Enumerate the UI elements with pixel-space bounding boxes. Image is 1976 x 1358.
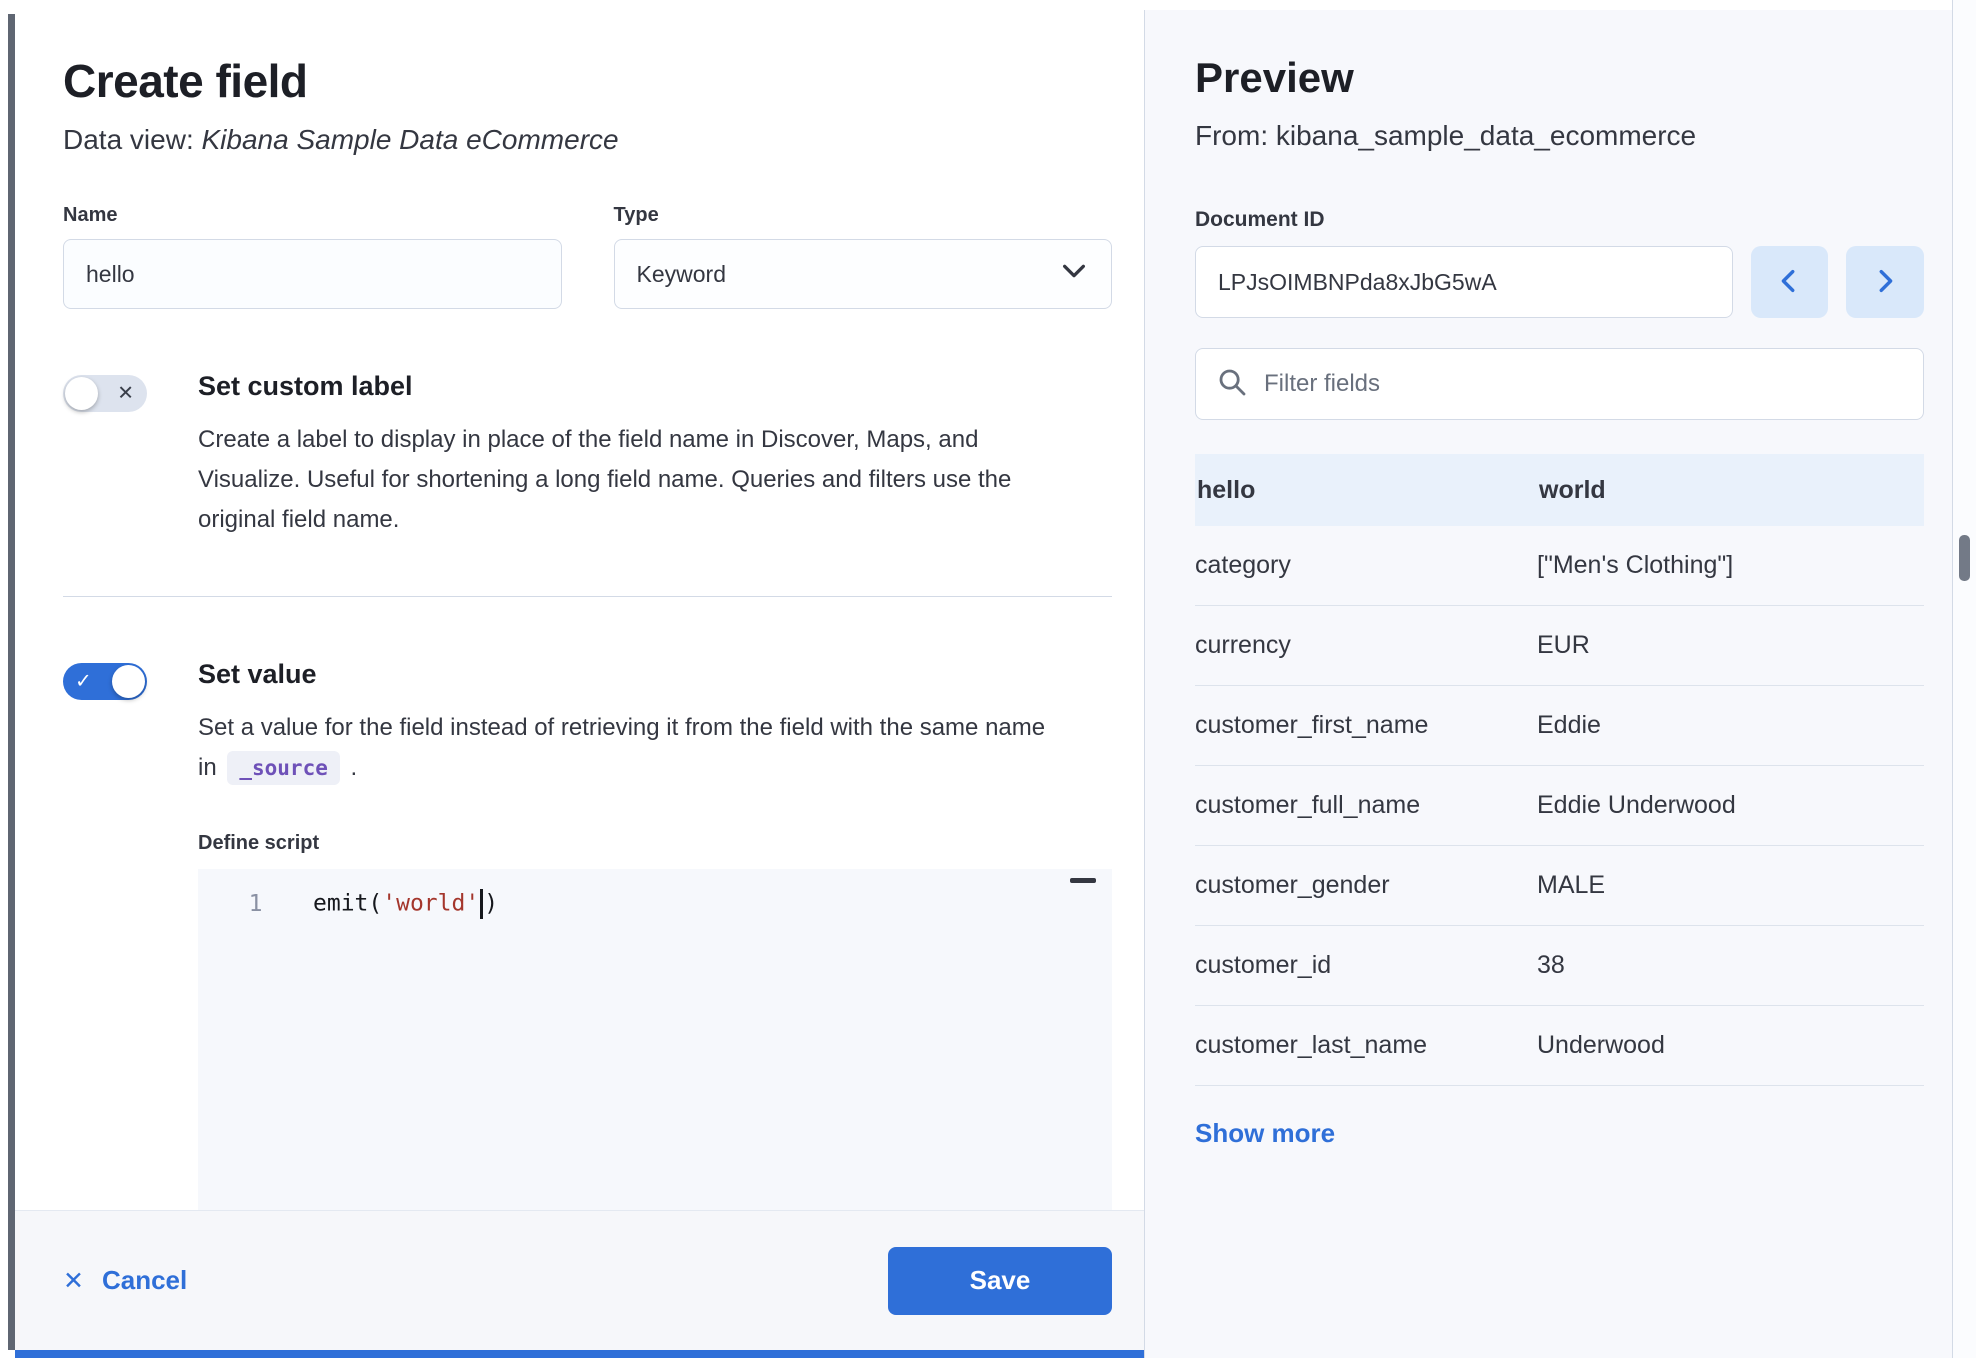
code-after: ) xyxy=(484,890,499,917)
toggle-knob xyxy=(65,377,98,410)
pinned-field-value: world xyxy=(1539,475,1606,504)
check-icon: ✓ xyxy=(75,670,92,693)
custom-label-toggle-col: ✕ xyxy=(63,371,198,540)
field-name: currency xyxy=(1195,631,1291,659)
set-value-section: ✓ Set value Set a value for the field in… xyxy=(63,659,1112,788)
field-name: customer_gender xyxy=(1195,871,1390,899)
table-row: customer_full_name Eddie Underwood xyxy=(1195,766,1924,846)
editor-line: 1 emit('world') xyxy=(198,869,1112,919)
close-icon: ✕ xyxy=(63,1266,84,1295)
document-id-input[interactable] xyxy=(1195,246,1733,318)
field-value: ["Men's Clothing"] xyxy=(1537,551,1734,579)
custom-label-title: Set custom label xyxy=(198,371,413,401)
filter-fields-input[interactable] xyxy=(1262,369,1903,399)
toggle-knob xyxy=(112,665,145,698)
set-value-toggle[interactable]: ✓ xyxy=(63,663,147,700)
code-string: 'world' xyxy=(382,890,480,917)
name-type-row: Name Type Keyword xyxy=(63,204,1112,309)
data-view-prefix: Data view: xyxy=(63,124,202,155)
name-input[interactable] xyxy=(63,239,562,309)
section-divider xyxy=(63,596,1112,597)
document-id-row xyxy=(1195,246,1924,318)
type-select[interactable]: Keyword xyxy=(613,239,1112,309)
table-row: customer_last_name Underwood xyxy=(1195,1006,1924,1086)
field-value: EUR xyxy=(1537,631,1590,659)
filter-fields-box xyxy=(1195,348,1924,420)
custom-label-section: ✕ Set custom label Create a label to dis… xyxy=(63,371,1112,540)
name-label: Name xyxy=(63,204,118,226)
set-value-desc-after: . xyxy=(343,754,358,781)
table-row: customer_first_name Eddie xyxy=(1195,686,1924,766)
pinned-field-name: hello xyxy=(1197,475,1256,504)
type-select-value: Keyword xyxy=(636,260,726,287)
code-before: emit( xyxy=(313,890,383,917)
preview-from: From: kibana_sample_data_ecommerce xyxy=(1195,120,1697,151)
field-value: MALE xyxy=(1537,871,1606,899)
search-icon xyxy=(1216,366,1248,403)
table-row: category ["Men's Clothing"] xyxy=(1195,526,1924,606)
set-value-title: Set value xyxy=(198,659,317,689)
cancel-button[interactable]: ✕ Cancel xyxy=(63,1265,187,1296)
cancel-label: Cancel xyxy=(101,1265,188,1295)
field-value: Underwood xyxy=(1537,1031,1665,1059)
set-value-desc-before: Set a value for the field instead of ret… xyxy=(198,714,1046,781)
custom-label-description: Create a label to display in place of th… xyxy=(198,426,1012,533)
table-row: currency EUR xyxy=(1195,606,1924,686)
chevron-right-icon xyxy=(1870,266,1900,299)
field-name: customer_id xyxy=(1195,951,1332,979)
preview-title: Preview xyxy=(1195,54,1354,101)
field-value: 38 xyxy=(1537,951,1565,979)
custom-label-content: Set custom label Create a label to displ… xyxy=(198,371,1112,540)
create-field-body: Create field Data view: Kibana Sample Da… xyxy=(15,0,1144,1210)
type-label: Type xyxy=(613,204,659,226)
previous-document-button[interactable] xyxy=(1750,246,1829,318)
script-code-editor[interactable]: 1 emit('world') xyxy=(198,869,1112,1210)
data-view-subtitle: Data view: Kibana Sample Data eCommerce xyxy=(63,124,1112,156)
type-field-group: Type Keyword xyxy=(613,204,1112,309)
field-name: customer_first_name xyxy=(1195,711,1429,739)
name-field-group: Name xyxy=(63,204,562,309)
preview-panel: Preview From: kibana_sample_data_ecommer… xyxy=(1144,10,1952,1358)
create-field-flyout: Create field Data view: Kibana Sample Da… xyxy=(15,0,1144,1358)
next-document-button[interactable] xyxy=(1846,246,1924,318)
page-edge-left xyxy=(8,14,15,1350)
set-value-content: Set value Set a value for the field inst… xyxy=(198,659,1112,788)
pinned-field-row: hello world xyxy=(1195,454,1924,526)
page-title: Create field xyxy=(63,55,308,107)
line-number: 1 xyxy=(248,891,263,917)
custom-label-toggle[interactable]: ✕ xyxy=(63,375,147,412)
set-value-description: Set a value for the field instead of ret… xyxy=(198,708,1068,788)
set-value-toggle-col: ✓ xyxy=(63,659,198,788)
table-row: customer_gender MALE xyxy=(1195,846,1924,926)
chevron-left-icon xyxy=(1774,266,1804,299)
flyout-footer: ✕ Cancel Save xyxy=(15,1210,1144,1350)
field-name: customer_last_name xyxy=(1195,1031,1428,1059)
field-name: customer_full_name xyxy=(1195,791,1421,819)
define-script-block: Define script 1 emit('world') xyxy=(198,832,1112,1210)
table-row: customer_id 38 xyxy=(1195,926,1924,1006)
data-view-name: Kibana Sample Data eCommerce xyxy=(201,124,619,155)
save-button[interactable]: Save xyxy=(888,1246,1112,1315)
field-name: category xyxy=(1195,551,1291,579)
chevron-down-icon xyxy=(1059,256,1089,292)
source-code-chip: _source xyxy=(227,751,340,785)
field-value: Eddie Underwood xyxy=(1537,791,1736,819)
document-id-label: Document ID xyxy=(1195,208,1325,231)
scrollbar-thumb[interactable] xyxy=(1959,535,1970,581)
page-edge-right xyxy=(1952,0,1976,1358)
code-content: emit('world') xyxy=(313,889,498,919)
flyout-bottom-accent xyxy=(15,1350,1144,1358)
cross-icon: ✕ xyxy=(117,382,134,405)
show-more-link[interactable]: Show more xyxy=(1195,1118,1336,1148)
text-cursor xyxy=(480,889,484,919)
define-script-label: Define script xyxy=(198,832,320,854)
field-value: Eddie xyxy=(1537,711,1601,739)
editor-overview-marker xyxy=(1070,878,1096,883)
preview-fields-table: hello world category ["Men's Clothing"] … xyxy=(1195,454,1924,1086)
